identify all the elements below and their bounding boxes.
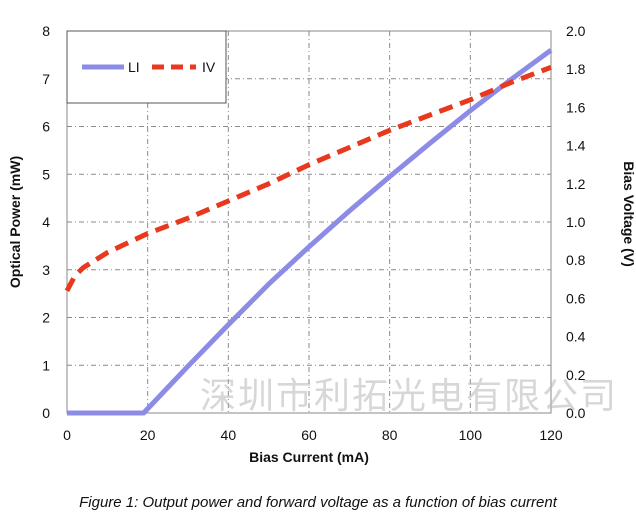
y-tick-label: 5 [42, 166, 50, 182]
legend-label-li: LI [128, 59, 140, 75]
x-tick-label: 40 [221, 427, 237, 443]
y-tick-label: 7 [42, 71, 50, 87]
y2-tick-label: 1.8 [566, 61, 586, 77]
y-axis-title: Optical Power (mW) [7, 156, 23, 288]
legend-label-iv: IV [202, 59, 216, 75]
watermark-text: 深圳市利拓光电有限公司 [200, 376, 618, 417]
y2-tick-label: 1.4 [566, 138, 586, 154]
y-tick-label: 2 [42, 310, 50, 326]
y2-tick-labels: 0.0 0.2 0.4 0.6 0.8 1.0 1.2 1.4 1.6 1.8 2.0 [566, 23, 586, 421]
y2-tick-label: 0.0 [566, 405, 586, 421]
y-tick-labels: 0 1 2 3 4 5 6 7 8 [42, 23, 50, 421]
y-tick-label: 0 [42, 405, 50, 421]
x-tick-label: 20 [140, 427, 156, 443]
x-tick-label: 120 [539, 427, 563, 443]
y2-tick-label: 0.4 [566, 329, 586, 345]
plot-area-border [66, 30, 552, 414]
y2-tick-label: 0.6 [566, 290, 586, 306]
series-line-iv [64, 64, 552, 292]
y2-tick-label: 1.0 [566, 214, 586, 230]
y-tick-label: 6 [42, 119, 50, 135]
y2-tick-label: 1.6 [566, 99, 586, 115]
x-tick-label: 0 [63, 427, 71, 443]
x-tick-labels: 0 20 40 60 80 100 120 [63, 427, 563, 443]
x-axis-title: Bias Current (mA) [249, 449, 369, 465]
legend: LI IV [66, 30, 227, 104]
x-tick-label: 60 [301, 427, 317, 443]
series-line-li [67, 48, 553, 416]
y-tick-label: 1 [42, 357, 50, 373]
grid [67, 31, 551, 413]
figure-caption: Figure 1: Output power and forward volta… [79, 494, 557, 511]
y2-tick-label: 1.2 [566, 176, 586, 192]
y2-tick-label: 2.0 [566, 23, 586, 39]
y-tick-label: 4 [42, 214, 50, 230]
y-tick-label: 8 [42, 23, 50, 39]
y2-axis-title: Bias Voltage (V) [621, 161, 636, 267]
y2-tick-label: 0.8 [566, 252, 586, 268]
x-tick-label: 80 [382, 427, 398, 443]
y2-tick-label: 0.2 [566, 367, 586, 383]
x-tick-label: 100 [459, 427, 483, 443]
series-layer [64, 48, 553, 416]
y-tick-label: 3 [42, 262, 50, 278]
